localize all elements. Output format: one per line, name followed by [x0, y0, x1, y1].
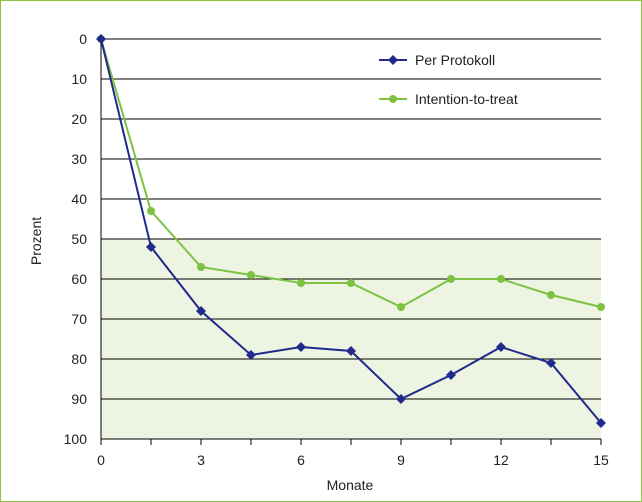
data-point-marker: [247, 271, 255, 279]
x-tick-label: 9: [397, 452, 405, 468]
y-tick-label: 40: [71, 191, 87, 207]
axes: [100, 39, 602, 445]
tick-labels: 0 10 20 30 40 50 60 70 80 90 100 0 3 6 9 12 15: [64, 31, 609, 468]
y-tick-label: 70: [71, 311, 87, 327]
series-layer: [96, 34, 606, 428]
data-point-marker: [388, 55, 398, 65]
data-point-marker: [597, 303, 605, 311]
series-per-protokoll: [96, 34, 606, 428]
legend-label: Intention-to-treat: [415, 91, 518, 107]
data-point-marker: [446, 370, 456, 380]
data-point-marker: [297, 279, 305, 287]
x-tick-label: 6: [297, 452, 305, 468]
data-point-marker: [347, 279, 355, 287]
legend-item: Per Protokoll: [379, 52, 495, 68]
y-tick-label: 60: [71, 271, 87, 287]
y-tick-label: 30: [71, 151, 87, 167]
data-point-marker: [147, 207, 155, 215]
legend-item: Intention-to-treat: [379, 91, 518, 107]
data-point-marker: [596, 418, 606, 428]
x-tick-label: 0: [97, 452, 105, 468]
shaded-region: [101, 239, 601, 439]
data-point-marker: [246, 350, 256, 360]
legend-label: Per Protokoll: [415, 52, 495, 68]
x-tick-label: 15: [593, 452, 609, 468]
data-point-marker: [397, 303, 405, 311]
y-tick-label: 90: [71, 391, 87, 407]
y-tick-label: 80: [71, 351, 87, 367]
data-point-marker: [389, 95, 397, 103]
y-tick-label: 50: [71, 231, 87, 247]
x-axis-title: Monate: [327, 477, 374, 493]
data-point-marker: [197, 263, 205, 271]
data-point-marker: [546, 358, 556, 368]
data-point-marker: [196, 306, 206, 316]
data-point-marker: [547, 291, 555, 299]
data-point-marker: [447, 275, 455, 283]
y-tick-label: 10: [71, 71, 87, 87]
y-axis-title: Prozent: [28, 217, 44, 265]
y-tick-label: 0: [79, 31, 87, 47]
data-point-marker: [346, 346, 356, 356]
data-point-marker: [497, 275, 505, 283]
legend: Per Protokoll Intention-to-treat: [379, 52, 518, 107]
data-point-marker: [396, 394, 406, 404]
data-point-marker: [146, 242, 156, 252]
data-point-marker: [496, 342, 506, 352]
data-point-marker: [96, 34, 106, 44]
y-tick-label: 20: [71, 111, 87, 127]
x-tick-label: 12: [493, 452, 509, 468]
x-tick-label: 3: [197, 452, 205, 468]
y-tick-label: 100: [64, 431, 88, 447]
data-point-marker: [296, 342, 306, 352]
